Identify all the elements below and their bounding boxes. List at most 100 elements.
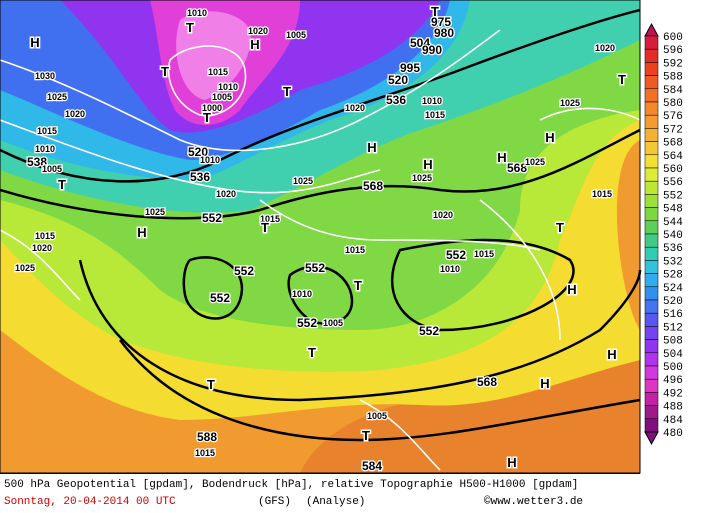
- colorbar-label: 492: [663, 388, 683, 400]
- colorbar-swatch: [644, 88, 659, 103]
- colorbar-label: 536: [663, 243, 683, 255]
- map-label: 1010: [35, 144, 55, 154]
- colorbar-swatch: [644, 154, 659, 169]
- colorbar-swatch: [644, 101, 659, 116]
- colorbar-label: 576: [663, 111, 683, 123]
- map-label: 980: [434, 26, 454, 40]
- colorbar-label: 540: [663, 230, 683, 242]
- map-label: 584: [362, 459, 382, 473]
- map-label: 1015: [592, 189, 612, 199]
- colorbar-label: 532: [663, 256, 683, 268]
- map-label: 1020: [32, 243, 52, 253]
- colorbar-swatch: [644, 286, 659, 301]
- colorbar-label: 544: [663, 217, 683, 229]
- map-label: T: [58, 177, 66, 192]
- map-label: T: [261, 220, 269, 235]
- map-label: 1005: [286, 30, 306, 40]
- colorbar-swatch: [644, 35, 659, 50]
- map-label: 1015: [195, 448, 215, 458]
- colorbar-swatch: [644, 312, 659, 327]
- map-label: T: [308, 345, 316, 360]
- map-label: H: [30, 35, 39, 50]
- colorbar-swatch: [644, 405, 659, 420]
- map-label: H: [567, 282, 576, 297]
- map-label: 1005: [212, 92, 232, 102]
- map-label: 995: [400, 61, 420, 75]
- map-label: T: [431, 4, 439, 19]
- colorbar-swatch: [644, 62, 659, 76]
- colorbar-swatch: [644, 194, 659, 208]
- map-label: H: [497, 150, 506, 165]
- map-band: [300, 360, 640, 473]
- map-label: T: [207, 377, 215, 392]
- colorbar-swatch: [644, 207, 659, 222]
- map-label: H: [545, 130, 554, 145]
- map-label: 552: [210, 291, 230, 305]
- map-label: 552: [446, 248, 466, 262]
- map-label: H: [607, 347, 616, 362]
- map-label: 1020: [216, 189, 236, 199]
- map-label: 1020: [595, 43, 615, 53]
- map-label: 536: [190, 170, 210, 184]
- colorbar-swatch: [644, 418, 659, 433]
- map-label: 588: [197, 430, 217, 444]
- map-label: 568: [363, 179, 383, 193]
- map-label: 552: [419, 324, 439, 338]
- colorbar-label: 572: [663, 124, 683, 136]
- colorbar-label: 568: [663, 138, 683, 150]
- map-label: H: [367, 140, 376, 155]
- colorbar-label: 584: [663, 85, 683, 97]
- map-label: 1010: [440, 264, 460, 274]
- map-label: H: [507, 455, 516, 470]
- colorbar-swatch: [644, 167, 659, 182]
- map-label: 1010: [218, 82, 238, 92]
- map-label: 1005: [323, 318, 343, 328]
- map-label: 1010: [200, 155, 220, 165]
- colorbar-swatch: [644, 180, 659, 195]
- map-label: 552: [234, 264, 254, 278]
- colorbar-swatch: [644, 392, 659, 406]
- colorbar-label: 564: [663, 151, 683, 163]
- map-label: T: [203, 110, 211, 125]
- colorbar-label: 588: [663, 72, 683, 84]
- colorbar-swatch: [644, 75, 659, 90]
- map-band: [176, 11, 251, 100]
- colorbar-label: 484: [663, 415, 683, 427]
- map-label: 1005: [42, 164, 62, 174]
- map-label: 1015: [474, 249, 494, 259]
- map-label: 520: [188, 145, 208, 159]
- colorbar-label: 524: [663, 283, 683, 295]
- map-label: 568: [507, 161, 527, 175]
- colorbar-swatch: [644, 378, 659, 393]
- map-label: H: [250, 37, 259, 52]
- colorbar-cap: [644, 431, 659, 446]
- colorbar-label: 504: [663, 349, 683, 361]
- map-label: 1015: [345, 245, 365, 255]
- footer-credit: ©www.wetter3.de: [484, 496, 583, 508]
- colorbar-label: 520: [663, 296, 683, 308]
- colorbar-label: 496: [663, 375, 683, 387]
- map-label: 552: [305, 261, 325, 275]
- map-label: 1020: [248, 26, 268, 36]
- colorbar-label: 488: [663, 402, 683, 414]
- map-label: T: [161, 64, 169, 79]
- map-label: H: [423, 157, 432, 172]
- colorbar-cap: [644, 22, 659, 37]
- map-label: 1025: [15, 263, 35, 273]
- map-label: 552: [202, 211, 222, 225]
- colorbar-label: 580: [663, 98, 683, 110]
- map-label: 1000: [202, 103, 222, 113]
- footer-description: 500 hPa Geopotential [gpdam], Bodendruck…: [4, 479, 578, 491]
- colorbar-label: 552: [663, 190, 683, 202]
- map-label: T: [618, 72, 626, 87]
- colorbar-swatch: [644, 48, 659, 63]
- map-label: 1025: [47, 92, 67, 102]
- colorbar-label: 600: [663, 32, 683, 44]
- map-label: 568: [477, 375, 497, 389]
- colorbar-label: 528: [663, 270, 683, 282]
- map-label: 1010: [187, 8, 207, 18]
- footer-date: Sonntag, 20-04-2014 00 UTC: [4, 496, 176, 508]
- map-label: 1020: [433, 210, 453, 220]
